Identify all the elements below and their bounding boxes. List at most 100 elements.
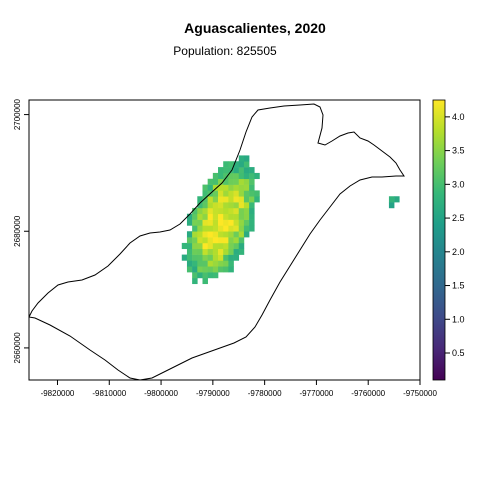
raster-cell (202, 248, 208, 255)
x-tick-label: -9780000 (248, 389, 282, 398)
raster-cell (223, 231, 229, 238)
raster-cell (207, 196, 214, 203)
raster-cell (197, 254, 203, 261)
raster-cell (218, 254, 224, 261)
raster-cell (212, 196, 219, 203)
raster-cell (233, 248, 240, 255)
raster-cell (233, 190, 240, 197)
raster-cell (218, 172, 224, 180)
raster-cell (212, 248, 219, 255)
plot-frame (28, 99, 421, 381)
raster-cell (207, 242, 214, 250)
raster-cell (238, 190, 245, 197)
raster-cell (197, 242, 203, 250)
raster-cell (243, 167, 250, 174)
raster-cell (212, 272, 219, 279)
raster-cell (218, 190, 224, 197)
raster-cell (249, 196, 255, 203)
raster-cell (223, 167, 229, 174)
raster-cell (228, 242, 234, 250)
raster-cell (218, 202, 224, 209)
raster-cell (233, 178, 240, 185)
raster-cell (207, 266, 214, 273)
raster-cell (212, 225, 219, 232)
raster-cell (388, 202, 395, 209)
raster-cell (243, 219, 250, 226)
raster-cell (223, 184, 229, 191)
raster-cell (249, 172, 255, 180)
raster-cell (186, 254, 193, 261)
raster-cell (212, 242, 219, 250)
raster-cell (254, 172, 260, 180)
raster-cell (207, 213, 214, 220)
raster-cell (207, 184, 214, 191)
raster-cell (238, 167, 245, 174)
raster-cell (238, 207, 245, 215)
raster-cell (197, 248, 203, 255)
map-subtitle: Population: 825505 (173, 44, 277, 58)
raster-cell (218, 225, 224, 232)
raster-cell (197, 237, 203, 244)
raster-cell (243, 172, 250, 180)
raster-cell (223, 260, 229, 267)
x-tick-label: -9750000 (403, 389, 437, 398)
raster-cell (202, 219, 208, 226)
raster-cell (218, 207, 224, 215)
raster-cell (233, 231, 240, 238)
raster-cell (186, 237, 193, 244)
raster-cell (243, 196, 250, 203)
raster-cell (233, 207, 240, 215)
raster-cell (202, 277, 208, 285)
raster-cell (192, 266, 198, 273)
raster-cell (186, 248, 193, 255)
raster-cell (218, 167, 224, 174)
raster-cell (243, 155, 250, 162)
raster-cell (212, 213, 219, 220)
raster-cell (202, 242, 208, 250)
raster-cell (243, 202, 250, 209)
raster-cell (192, 277, 198, 285)
legend-tick-label: 2.5 (452, 213, 465, 223)
raster-cell (228, 184, 234, 191)
color-legend: 0.5 1.0 1.5 2.0 2.5 3.0 3.5 4.0 (432, 99, 465, 381)
raster-cell (233, 254, 240, 261)
raster-cell (181, 254, 188, 261)
raster-cell (243, 225, 250, 232)
raster-cell (212, 202, 219, 209)
raster-cell (223, 248, 229, 255)
raster-cell (212, 190, 219, 197)
population-raster (181, 155, 400, 285)
raster-cell (228, 207, 234, 215)
raster-cell (202, 184, 208, 191)
raster-cell (197, 207, 203, 215)
raster-cell (207, 231, 214, 238)
raster-cell (197, 266, 203, 273)
raster-cell (249, 190, 255, 197)
raster-cell (223, 172, 229, 180)
raster-cell (228, 202, 234, 209)
raster-cell (186, 266, 193, 273)
raster-cell (192, 213, 198, 220)
raster-cell (192, 254, 198, 261)
y-tick-label: 2680000 (13, 215, 22, 247)
raster-cell (238, 237, 245, 244)
raster-cell (228, 266, 234, 273)
raster-cell (394, 196, 400, 203)
state-boundary (29, 103, 405, 380)
raster-cell (223, 207, 229, 215)
raster-cell (249, 202, 255, 209)
x-axis: -9820000 -9810000 -9800000 -9790000 -9780000… (41, 380, 437, 398)
raster-cell (197, 219, 203, 226)
raster-cell (223, 219, 229, 226)
colorbar (432, 99, 446, 381)
raster-cell (233, 161, 240, 168)
raster-cell (207, 225, 214, 232)
raster-cell (186, 260, 193, 267)
raster-cell (181, 242, 188, 250)
raster-cell (254, 190, 260, 197)
raster-cell (228, 219, 234, 226)
x-tick-label: -9810000 (92, 389, 126, 398)
raster-cell (207, 254, 214, 261)
raster-cell (249, 207, 255, 215)
